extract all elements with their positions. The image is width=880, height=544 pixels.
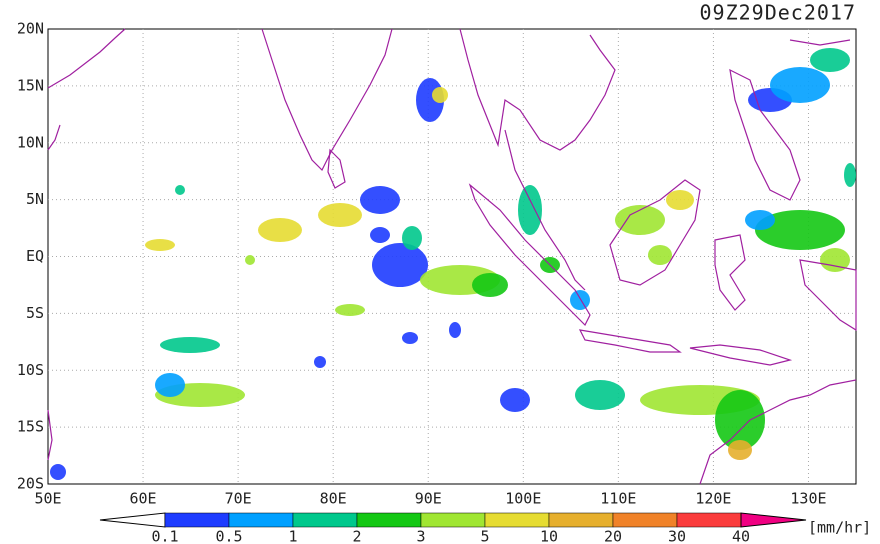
precip-patch <box>666 190 694 210</box>
precip-patch <box>472 273 508 297</box>
colorbar-low <box>99 512 166 528</box>
precip-patch <box>570 290 590 310</box>
lon-label: 60E <box>130 490 157 508</box>
colorbar-box <box>612 512 678 528</box>
precip-patch <box>402 226 422 250</box>
lat-label: 15N <box>17 76 44 94</box>
precip-patch <box>745 210 775 230</box>
lat-label: 20N <box>17 20 44 38</box>
colorbar-label: 1 <box>288 528 297 544</box>
precip-patch <box>844 163 856 187</box>
colorbar-unit: [mm/hr] <box>808 519 871 537</box>
lon-label: 80E <box>320 490 347 508</box>
precip-patch <box>372 243 428 287</box>
precip-patch <box>245 255 255 265</box>
lat-label: 20S <box>17 475 44 493</box>
colorbar-box <box>548 512 614 528</box>
colorbar-high <box>740 512 807 528</box>
precip-patch <box>370 227 390 243</box>
precip-patch <box>449 322 461 338</box>
colorbar-label: 3 <box>416 528 425 544</box>
lon-label: 130E <box>790 490 826 508</box>
precip-patch <box>575 380 625 410</box>
precip-patch <box>145 239 175 251</box>
colorbar-box <box>420 512 486 528</box>
colorbar-label: 0.1 <box>151 528 178 544</box>
lon-label: 100E <box>505 490 541 508</box>
lat-label: EQ <box>26 247 44 265</box>
colorbar-box <box>228 512 294 528</box>
colorbar-label: 40 <box>732 528 750 544</box>
precip-patch <box>258 218 302 242</box>
precip-patch <box>314 356 326 368</box>
lon-label: 90E <box>415 490 442 508</box>
coastlines <box>47 28 857 485</box>
lon-label: 110E <box>600 490 636 508</box>
lat-label: 10N <box>17 133 44 151</box>
precip-patch <box>820 248 850 272</box>
colorbar-label: 10 <box>540 528 558 544</box>
precip-patch <box>518 185 542 235</box>
colorbar-box <box>292 512 358 528</box>
colorbar-label: 5 <box>480 528 489 544</box>
lon-label: 70E <box>225 490 252 508</box>
lat-label: 5S <box>26 304 44 322</box>
lat-label: 15S <box>17 418 44 436</box>
colorbar-label: 30 <box>668 528 686 544</box>
precip-patch <box>175 185 185 195</box>
precip-patch <box>50 464 66 480</box>
precip-patch <box>360 186 400 214</box>
precip-patch <box>810 48 850 72</box>
precip-patch <box>335 304 365 316</box>
precip-patch <box>318 203 362 227</box>
colorbar-box <box>484 512 550 528</box>
colorbar-box <box>164 512 230 528</box>
precip-patch <box>648 245 672 265</box>
colorbar-box <box>356 512 422 528</box>
precip-patch <box>715 390 765 450</box>
precip-patch <box>402 332 418 344</box>
precip-patch <box>770 67 830 103</box>
precip-patch <box>755 210 845 250</box>
lon-label: 50E <box>34 490 61 508</box>
lat-label: 10S <box>17 361 44 379</box>
precip-patch <box>615 205 665 235</box>
lat-label: 5N <box>26 190 44 208</box>
colorbar-label: 20 <box>604 528 622 544</box>
colorbar-label: 2 <box>352 528 361 544</box>
timestamp: 09Z29Dec2017 <box>700 1 857 25</box>
colorbar-box <box>676 512 742 528</box>
precip-patch <box>728 440 752 460</box>
lon-label: 120E <box>695 490 731 508</box>
precip-patch <box>160 337 220 353</box>
precip-patch <box>432 87 448 103</box>
precip-patch <box>155 373 185 397</box>
colorbar-label: 0.5 <box>215 528 242 544</box>
precip-patch <box>500 388 530 412</box>
